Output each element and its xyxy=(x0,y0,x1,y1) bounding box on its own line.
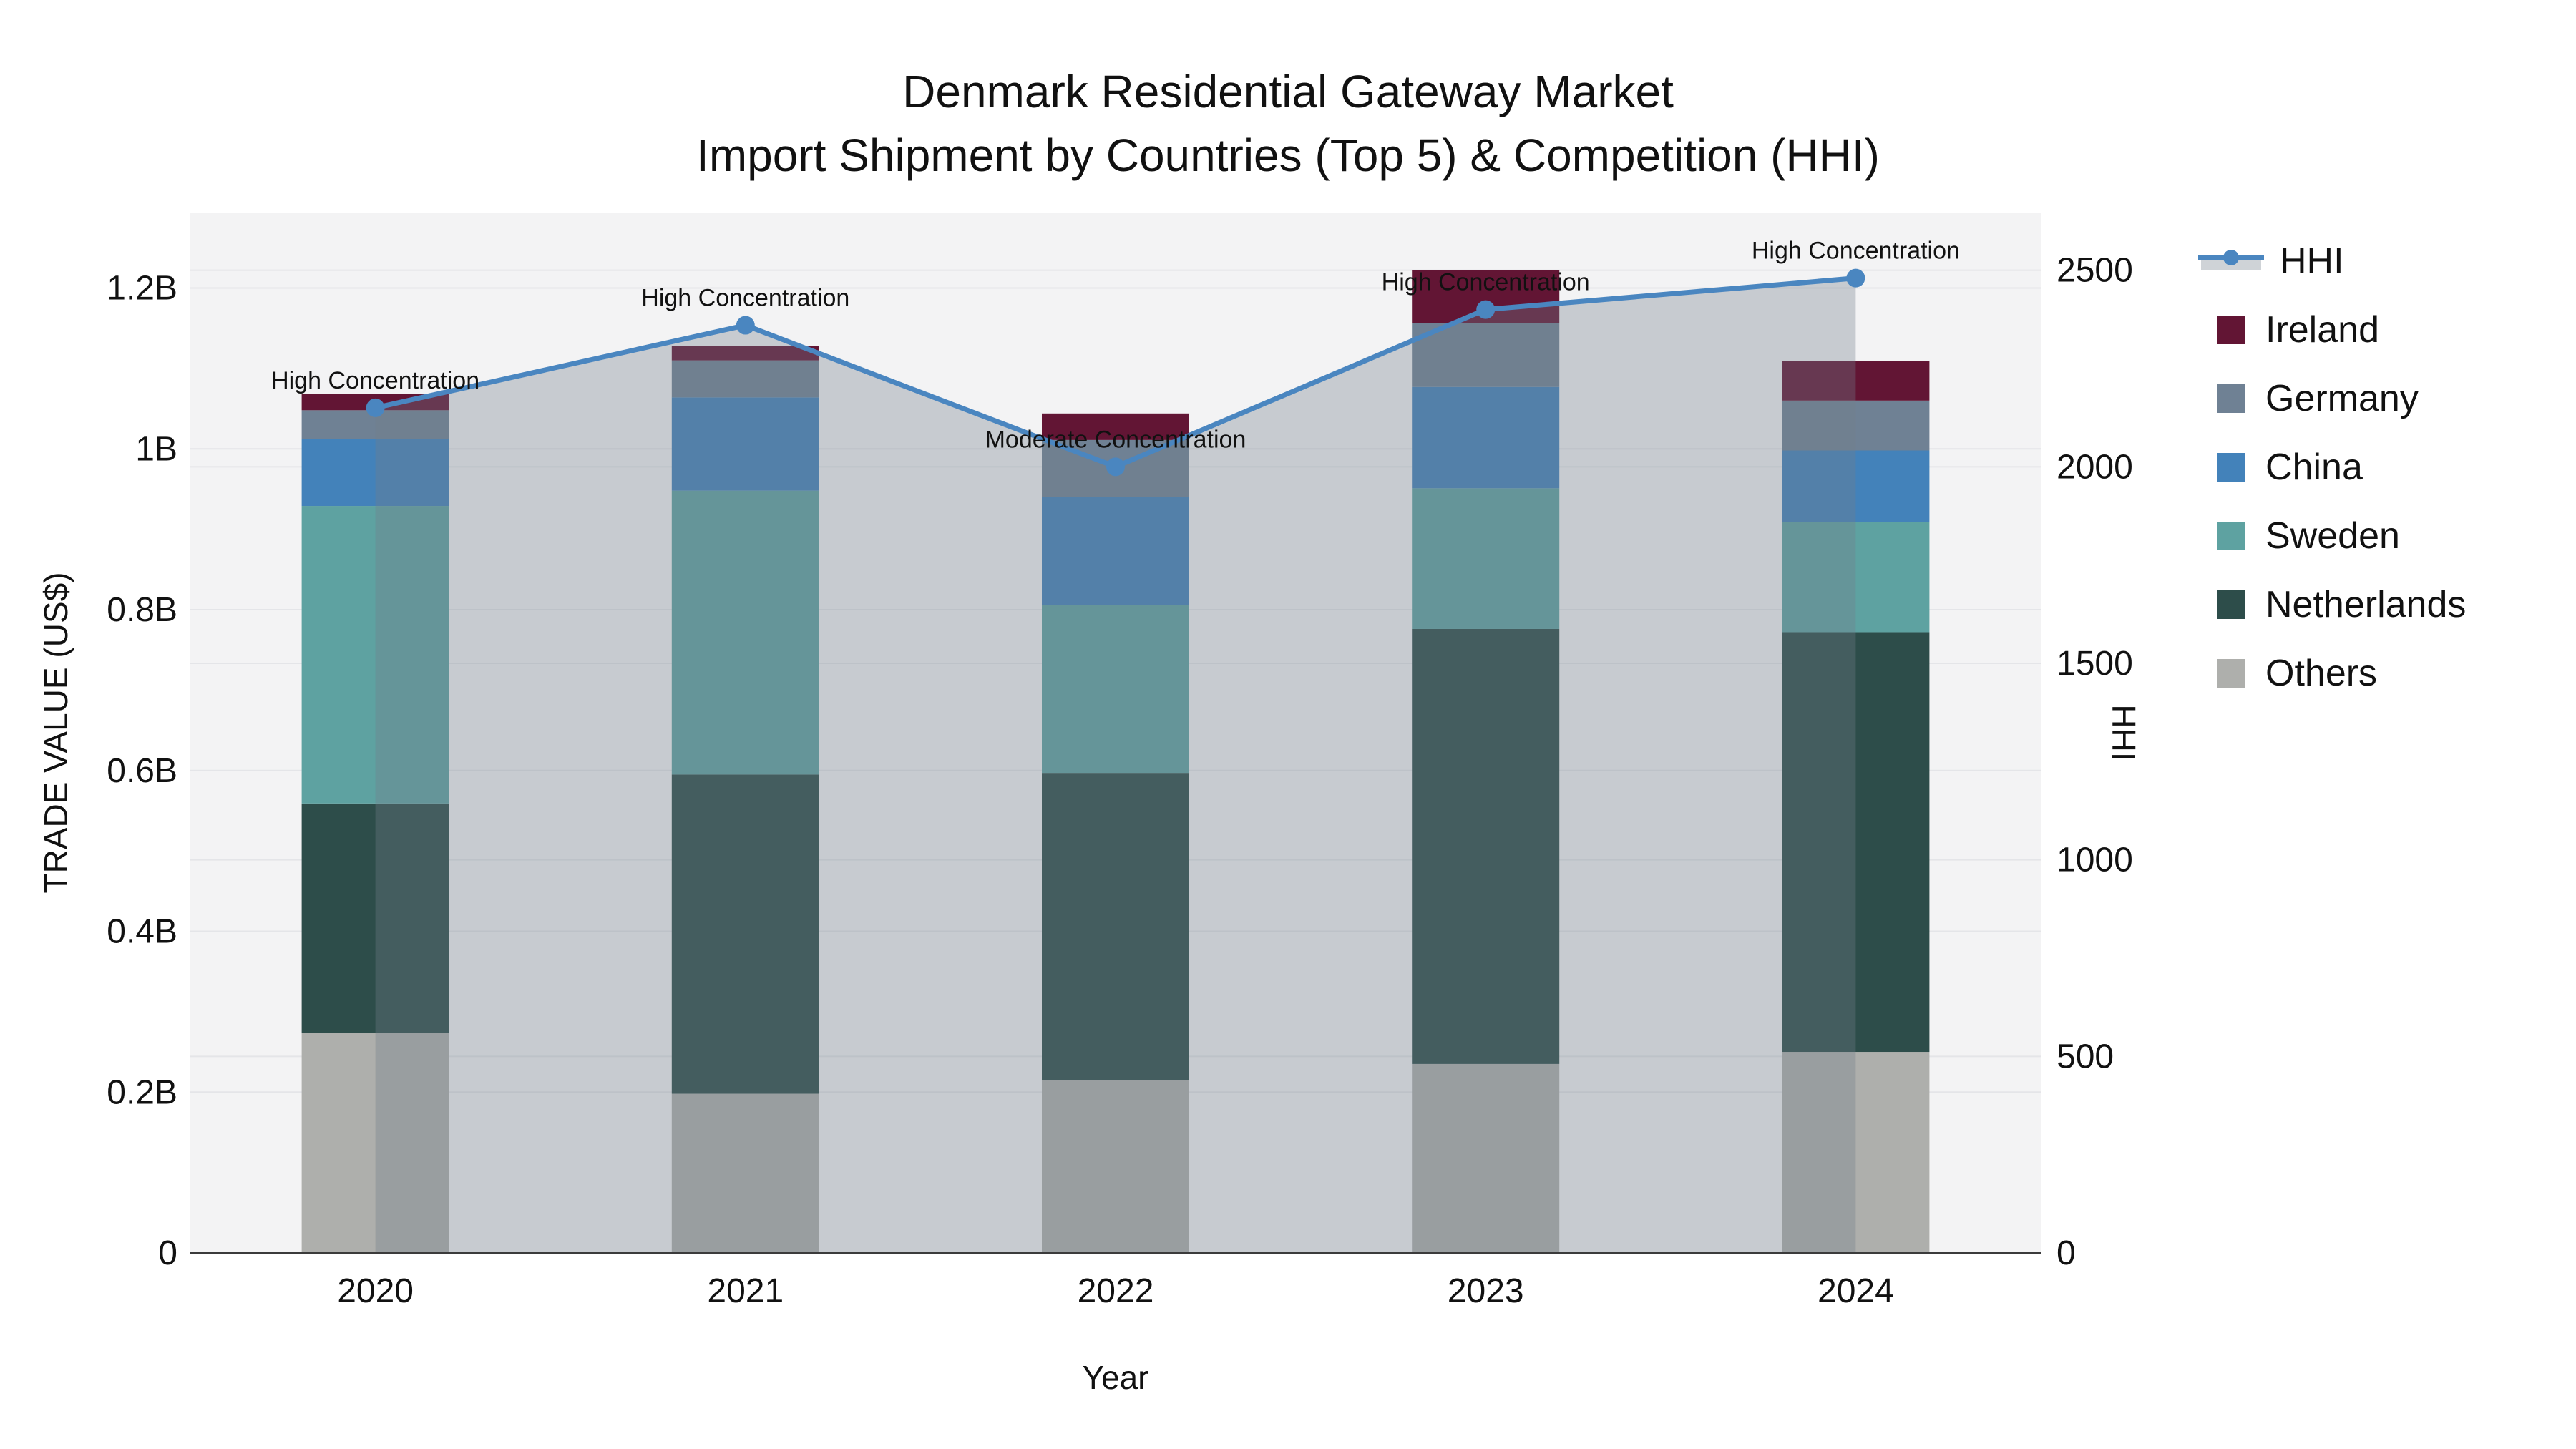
sweden-swatch-icon xyxy=(2217,522,2245,550)
hhi-point-2021[interactable] xyxy=(736,316,755,335)
hhi-line-swatch-icon xyxy=(2198,250,2264,270)
legend-item-netherlands[interactable]: Netherlands xyxy=(2198,570,2466,639)
x-tick-label-2021: 2021 xyxy=(707,1272,784,1310)
y-left-tick-label-0.6B: 0.6B xyxy=(107,752,177,790)
bar-segment-china-2020[interactable] xyxy=(301,439,449,507)
hhi-area-fill xyxy=(375,278,1856,1253)
bar-segment-netherlands-2020[interactable] xyxy=(301,803,449,1033)
legend-item-others[interactable]: Others xyxy=(2198,639,2466,708)
bar-segment-others-2023[interactable] xyxy=(1412,1063,1560,1253)
hhi-point-2020[interactable] xyxy=(366,398,385,417)
legend-label-ireland: Ireland xyxy=(2265,309,2379,351)
y-right-tick-label-0: 0 xyxy=(2057,1234,2076,1272)
y-left-tick-label-0: 0 xyxy=(158,1234,177,1272)
bar-segment-sweden-2020[interactable] xyxy=(301,506,449,804)
bar-segment-germany-2023[interactable] xyxy=(1412,323,1560,387)
y-axis-title-left: TRADE VALUE (US$) xyxy=(37,572,74,894)
legend-label-others: Others xyxy=(2265,653,2378,694)
legend: HHI Ireland Germany China Sweden Netherlands O… xyxy=(2198,227,2466,708)
bar-segment-netherlands-2024[interactable] xyxy=(1782,632,1930,1053)
bar-segment-ireland-2022[interactable] xyxy=(1042,413,1189,440)
y-axis-title-right: HHI xyxy=(2105,704,2142,761)
hhi-point-2023[interactable] xyxy=(1476,300,1496,319)
x-tick-label-2024: 2024 xyxy=(1818,1272,1894,1310)
y-left-tick-label-0.2B: 0.2B xyxy=(107,1073,177,1111)
annotation-2022: Moderate Concentration xyxy=(985,426,1246,453)
china-swatch-icon xyxy=(2217,453,2245,482)
annotation-2024: High Concentration xyxy=(1752,238,1960,265)
legend-label-china: China xyxy=(2265,447,2363,488)
bar-segment-sweden-2024[interactable] xyxy=(1782,522,1930,633)
bar-segment-germany-2021[interactable] xyxy=(671,360,819,398)
bar-segment-ireland-2024[interactable] xyxy=(1782,361,1930,401)
x-tick-label-2022: 2022 xyxy=(1078,1272,1154,1310)
bar-segment-others-2020[interactable] xyxy=(301,1033,449,1253)
x-tick-label-2020: 2020 xyxy=(337,1272,414,1310)
legend-item-ireland[interactable]: Ireland xyxy=(2198,296,2466,364)
y-left-tick-label-1.2B: 1.2B xyxy=(107,270,177,308)
chart-title-line1: Denmark Residential Gateway Market xyxy=(902,66,1674,117)
legend-item-sweden[interactable]: Sweden xyxy=(2198,502,2466,570)
y-right-tick-label-2000: 2000 xyxy=(2057,448,2133,486)
y-left-tick-label-0.8B: 0.8B xyxy=(107,591,177,629)
y-right-tick-label-1000: 1000 xyxy=(2057,841,2133,879)
annotation-2023: High Concentration xyxy=(1382,269,1590,296)
bar-segment-china-2021[interactable] xyxy=(671,397,819,491)
others-swatch-icon xyxy=(2217,659,2245,688)
legend-item-hhi[interactable]: HHI xyxy=(2198,227,2466,296)
annotation-2020: High Concentration xyxy=(271,367,479,394)
bar-segment-sweden-2021[interactable] xyxy=(671,490,819,775)
bar-segment-sweden-2022[interactable] xyxy=(1042,605,1189,774)
hhi-point-2024[interactable] xyxy=(1846,268,1865,288)
y-right-tick-label-2500: 2500 xyxy=(2057,252,2133,290)
x-axis-title: Year xyxy=(1082,1359,1149,1396)
legend-item-germany[interactable]: Germany xyxy=(2198,364,2466,433)
chart-title: Denmark Residential Gateway Market Impor… xyxy=(0,60,2576,187)
y-left-tick-label-0.4B: 0.4B xyxy=(107,913,177,951)
y-right-tick-label-500: 500 xyxy=(2057,1038,2114,1075)
legend-label-germany: Germany xyxy=(2265,378,2419,419)
bar-segment-netherlands-2021[interactable] xyxy=(671,774,819,1094)
chart-title-line2: Import Shipment by Countries (Top 5) & C… xyxy=(696,130,1880,181)
legend-label-hhi: HHI xyxy=(2280,240,2344,282)
y-left-tick-label-1B: 1B xyxy=(135,430,177,468)
bar-segment-china-2022[interactable] xyxy=(1042,497,1189,605)
annotation-2021: High Concentration xyxy=(641,285,849,312)
bar-segment-china-2023[interactable] xyxy=(1412,386,1560,489)
x-tick-label-2023: 2023 xyxy=(1448,1272,1524,1310)
bar-segment-sweden-2023[interactable] xyxy=(1412,488,1560,629)
ireland-swatch-icon xyxy=(2217,316,2245,344)
bar-segment-china-2024[interactable] xyxy=(1782,450,1930,522)
legend-label-sweden: Sweden xyxy=(2265,515,2400,557)
legend-label-netherlands: Netherlands xyxy=(2265,584,2467,625)
bar-segment-netherlands-2022[interactable] xyxy=(1042,773,1189,1080)
legend-item-china[interactable]: China xyxy=(2198,433,2466,502)
hhi-point-2022[interactable] xyxy=(1106,457,1125,477)
netherlands-swatch-icon xyxy=(2217,590,2245,619)
bar-segment-others-2024[interactable] xyxy=(1782,1052,1930,1253)
bar-segment-others-2021[interactable] xyxy=(671,1093,819,1253)
germany-swatch-icon xyxy=(2217,384,2245,413)
bar-segment-ireland-2021[interactable] xyxy=(671,346,819,361)
bar-segment-germany-2024[interactable] xyxy=(1782,400,1930,451)
bar-segment-netherlands-2023[interactable] xyxy=(1412,628,1560,1064)
bar-segment-others-2022[interactable] xyxy=(1042,1080,1189,1253)
y-right-tick-label-1500: 1500 xyxy=(2057,645,2133,683)
